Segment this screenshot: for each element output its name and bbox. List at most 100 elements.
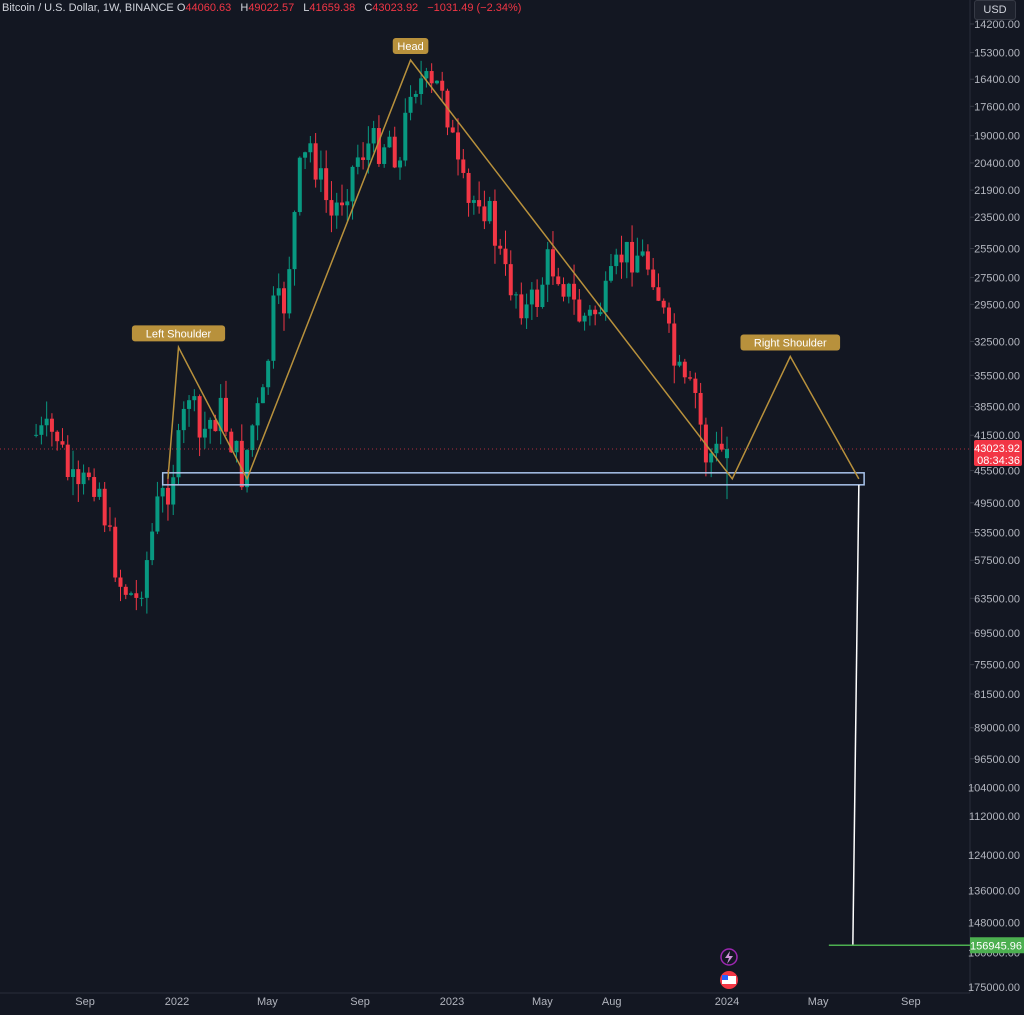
candle-body xyxy=(661,300,666,308)
candle-body xyxy=(287,269,292,314)
us-flag-canton xyxy=(722,975,728,980)
price-tick-label: 63500.00 xyxy=(974,593,1020,605)
candle-body xyxy=(71,469,76,477)
candle-body xyxy=(218,397,223,432)
icon-layer xyxy=(720,948,738,989)
candle-body xyxy=(466,172,471,203)
candle-body xyxy=(630,241,635,273)
candle-body xyxy=(134,593,139,598)
candle-body xyxy=(403,112,408,161)
price-tick-label: 41500.00 xyxy=(974,430,1020,442)
candle-body xyxy=(44,418,49,426)
candle-body xyxy=(266,360,271,388)
candle-body xyxy=(144,560,149,598)
target-price-label: 156945.96 xyxy=(970,940,1022,952)
candle-body xyxy=(709,453,714,463)
candle-body xyxy=(86,472,91,478)
left-shoulder-label: Left Shoulder xyxy=(146,328,212,340)
candle-body xyxy=(176,430,181,478)
candle-body xyxy=(656,287,661,301)
currency-selector[interactable]: USD xyxy=(974,0,1016,20)
candle-body xyxy=(234,440,239,453)
time-tick-label: Aug xyxy=(602,996,622,1008)
candle-body xyxy=(187,400,192,409)
candle-body xyxy=(693,378,698,393)
candle-body xyxy=(471,200,476,203)
time-tick-label: 2022 xyxy=(165,996,189,1008)
right-shoulder-label-bg xyxy=(740,334,841,351)
price-axis[interactable]: 14200.00 15300.00 16400.00 17600.00 19000.00… xyxy=(968,19,1024,994)
candle-body xyxy=(482,206,487,222)
candle-body xyxy=(387,136,392,148)
candle-body xyxy=(76,469,81,485)
price-tick-label: 21900.00 xyxy=(974,185,1020,197)
time-tick-label: Sep xyxy=(75,996,95,1008)
price-tick-label: 29500.00 xyxy=(974,299,1020,311)
candle-body xyxy=(561,284,566,297)
lightning-icon[interactable] xyxy=(720,948,738,966)
candle-body xyxy=(688,377,693,379)
symbol-title[interactable]: Bitcoin / U.S. Dollar, 1W, BINANCE xyxy=(2,2,174,14)
candle-body xyxy=(213,419,218,432)
candle-body xyxy=(529,289,534,305)
price-tick-label: 69500.00 xyxy=(974,628,1020,640)
countdown-label: 08:34:36 xyxy=(977,455,1020,467)
candle-body xyxy=(677,361,682,366)
high-value: 49022.57 xyxy=(248,2,295,14)
candle-body xyxy=(155,496,160,532)
candle-body xyxy=(245,450,250,488)
candle-body xyxy=(566,283,571,297)
candle-body xyxy=(292,212,297,270)
candle-body xyxy=(398,160,403,168)
price-tick-label: 35500.00 xyxy=(974,370,1020,382)
candle-body xyxy=(34,434,39,436)
candle-body xyxy=(672,323,677,366)
current-price-badge xyxy=(974,440,1022,467)
candle-body xyxy=(556,276,561,285)
price-tick-label: 75500.00 xyxy=(974,660,1020,672)
symbol-header[interactable]: Bitcoin / U.S. Dollar, 1W, BINANCE O4406… xyxy=(0,0,762,16)
candle-body xyxy=(498,245,503,249)
candle-body xyxy=(255,403,260,426)
candle-body xyxy=(81,472,86,485)
candle-body xyxy=(714,443,719,454)
price-tick-label: 14200.00 xyxy=(974,19,1020,31)
candle-body xyxy=(635,255,640,273)
candle-body xyxy=(260,387,265,404)
low-value: 41659.38 xyxy=(309,2,356,14)
candle-body xyxy=(603,280,608,313)
us-flag-stripes xyxy=(722,976,736,984)
candle-body xyxy=(223,397,228,432)
price-tick-label: 175000.00 xyxy=(968,982,1020,994)
candle-body xyxy=(424,71,429,79)
candle-body xyxy=(514,294,519,296)
time-axis[interactable]: Sep 2022 May Sep 2023 May Aug 2024 May Sep xyxy=(75,996,920,1008)
candle-body xyxy=(345,201,350,206)
candle-body xyxy=(382,147,387,164)
price-tick-label: 19000.00 xyxy=(974,131,1020,143)
candle-body xyxy=(361,157,366,160)
lightning-glyph xyxy=(725,951,733,964)
price-tick-label: 23500.00 xyxy=(974,212,1020,224)
time-tick-label: 2024 xyxy=(715,996,739,1008)
right-shoulder-label: Right Shoulder xyxy=(754,338,827,350)
price-tick-label: 124000.00 xyxy=(968,850,1020,862)
target-price-badge xyxy=(970,937,1024,954)
candle-body xyxy=(492,200,497,246)
price-tick-label: 27500.00 xyxy=(974,272,1020,284)
candle-body xyxy=(666,307,671,324)
price-tick-label: 20400.00 xyxy=(974,158,1020,170)
candle-body xyxy=(376,128,381,164)
candle-body xyxy=(651,269,656,288)
current-price-label: 43023.92 xyxy=(974,443,1020,455)
candle-body xyxy=(598,312,603,315)
time-tick-label: 2023 xyxy=(440,996,464,1008)
candle-body xyxy=(371,128,376,144)
candle-body xyxy=(487,200,492,222)
price-tick-label: 25500.00 xyxy=(974,243,1020,255)
candle-body xyxy=(297,157,302,213)
price-tick-label: 16400.00 xyxy=(974,74,1020,86)
